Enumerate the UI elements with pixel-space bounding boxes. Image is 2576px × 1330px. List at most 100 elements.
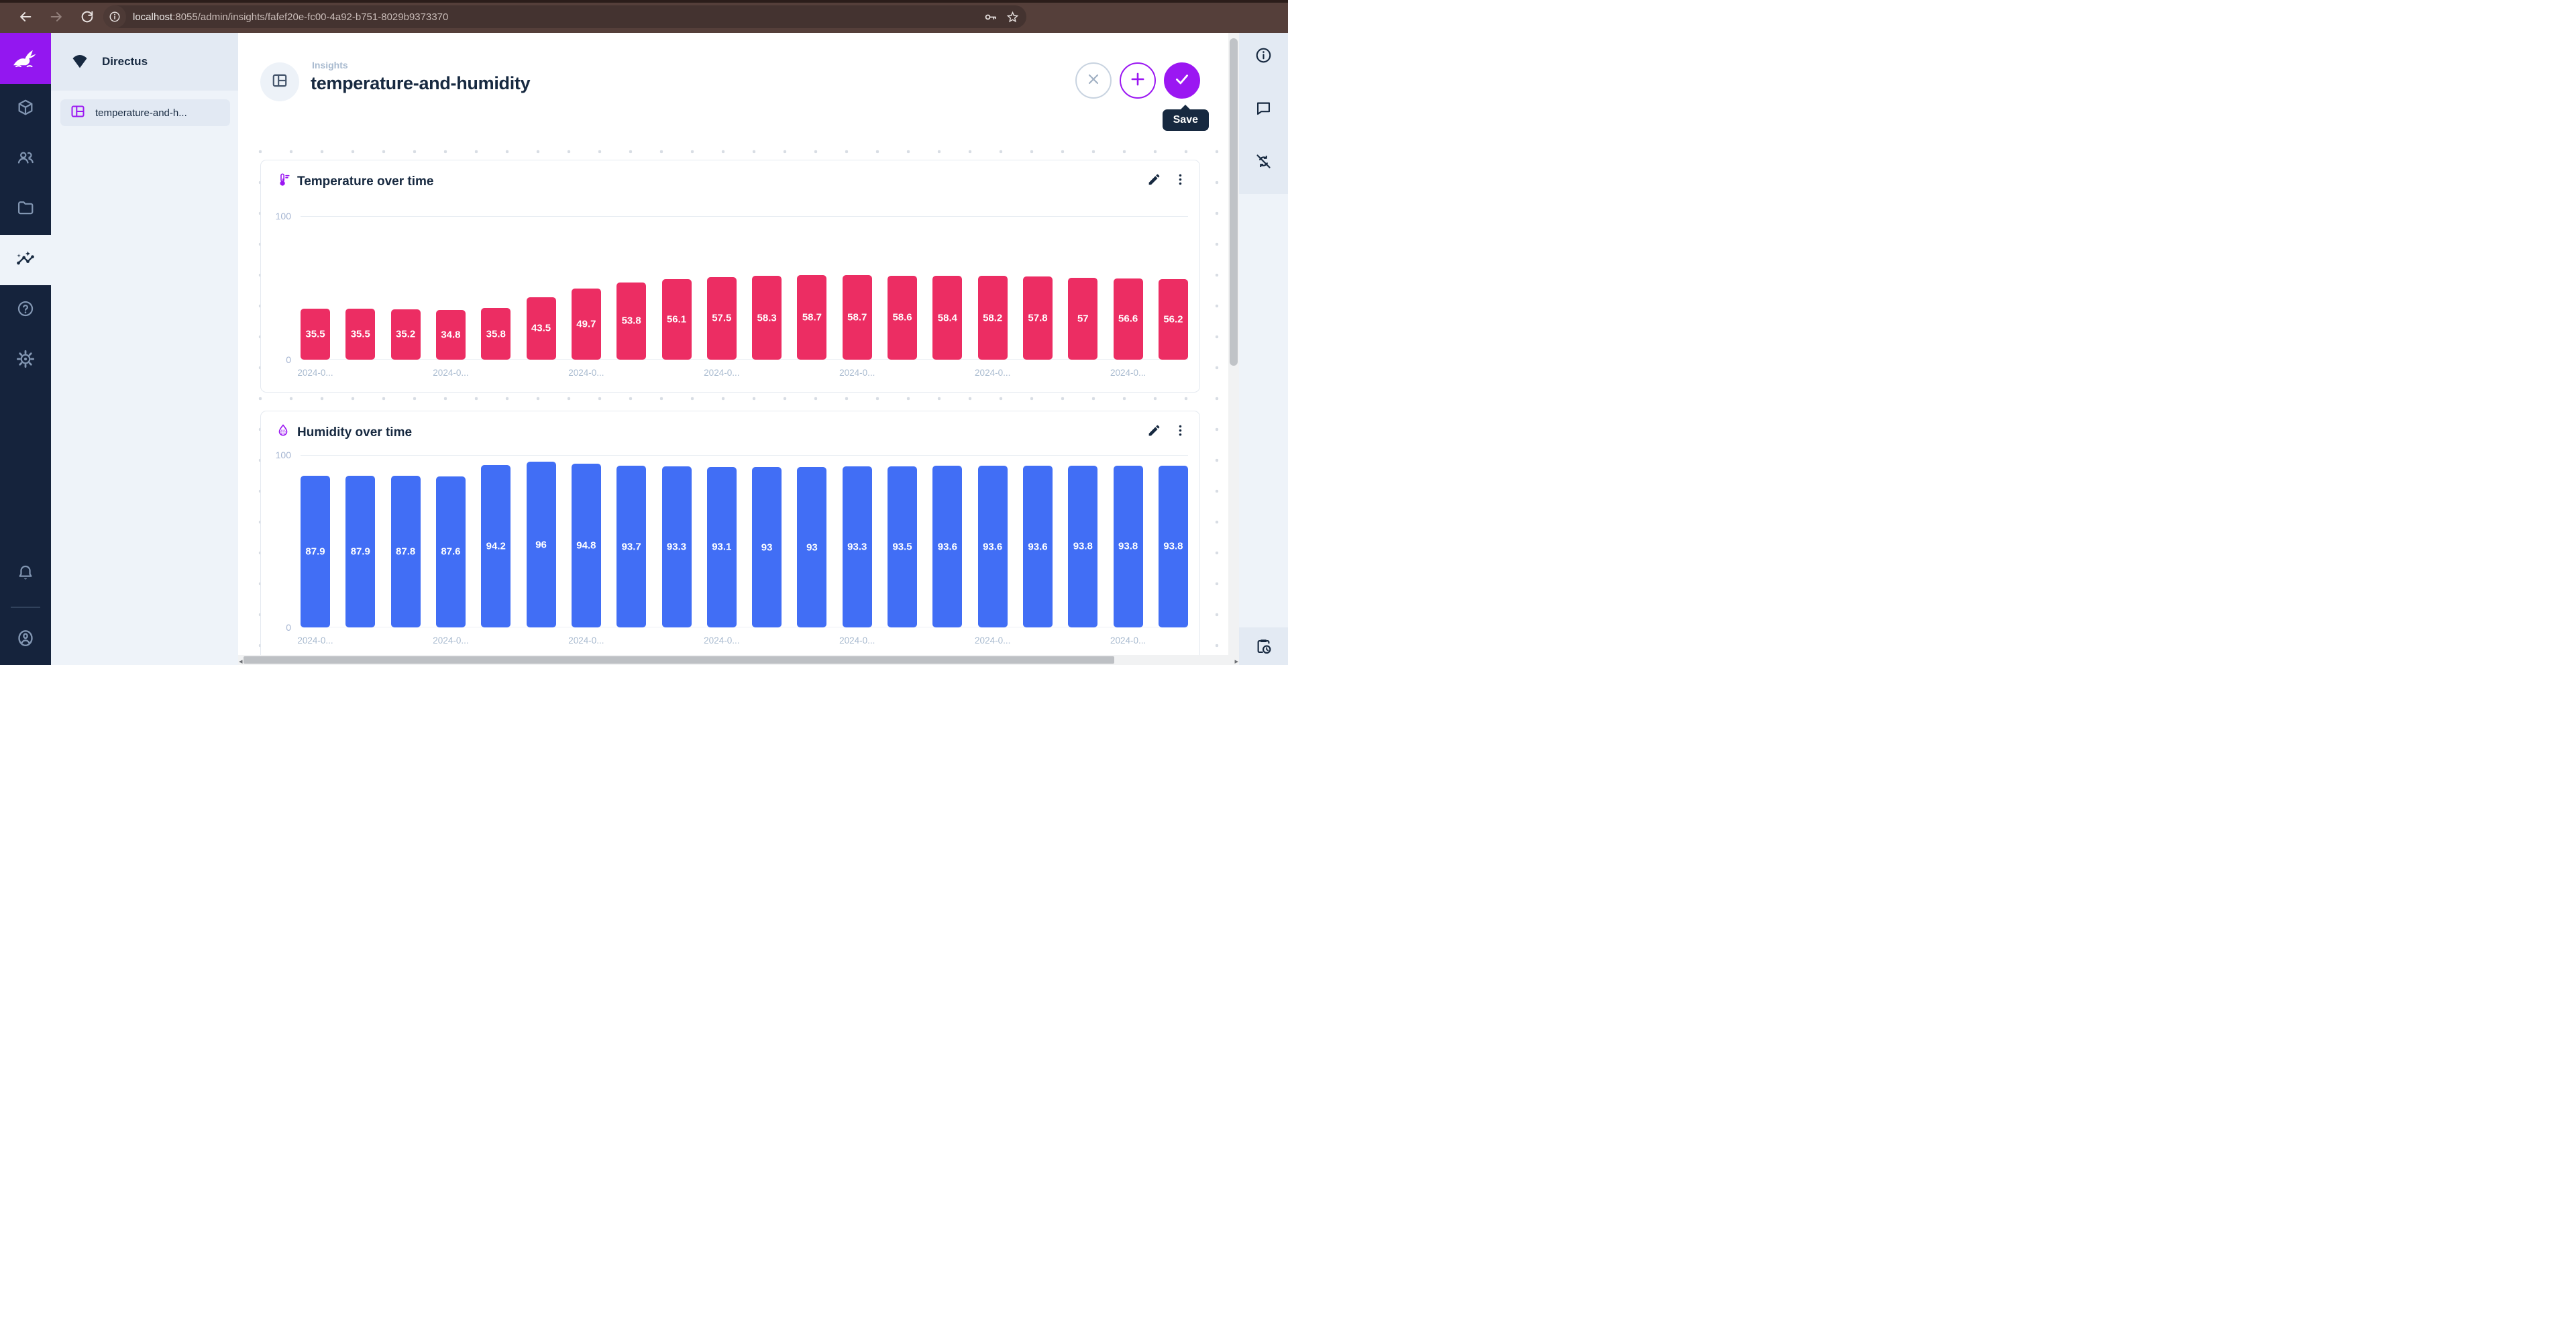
x-tick-label: 2024-0... (568, 635, 604, 646)
x-tick-label (1068, 368, 1097, 378)
forward-icon[interactable] (49, 9, 64, 24)
x-tick-label (1159, 635, 1188, 646)
screen: localhost:8055/admin/insights/fafef20e-f… (0, 0, 1288, 666)
x-tick-label (481, 635, 511, 646)
bar: 93.6 (977, 466, 1008, 627)
pending-actions-icon[interactable] (1254, 637, 1273, 656)
bar: 93.6 (1023, 466, 1053, 627)
x-tick-label: 2024-0... (1110, 635, 1146, 646)
x-tick-label (616, 368, 646, 378)
sidebar-item-content[interactable] (0, 84, 51, 134)
sync-disabled-icon[interactable] (1254, 152, 1273, 170)
pencil-icon[interactable] (1147, 423, 1161, 441)
project-shield-icon (70, 50, 90, 74)
kebab-icon[interactable] (1173, 172, 1187, 190)
sidebar-item-users[interactable] (0, 134, 51, 185)
vertical-scrollbar-thumb[interactable] (1230, 38, 1238, 366)
bar-value-label: 87.9 (350, 546, 370, 558)
bar-value-label: 93.8 (1163, 540, 1183, 552)
project-header[interactable]: Directus (51, 33, 238, 91)
cancel-button[interactable] (1075, 62, 1112, 99)
y-axis-tick: 0 (286, 354, 291, 365)
bar-value-label: 93.1 (712, 541, 732, 553)
x-axis-line (301, 359, 1188, 360)
x-tick-label (616, 635, 646, 646)
dashboard-header-button[interactable] (260, 62, 299, 101)
sidebar-item-insights[interactable] (0, 235, 51, 285)
info-icon[interactable] (1254, 46, 1273, 64)
gridline (301, 216, 1188, 217)
bar-value-label: 35.5 (350, 328, 370, 340)
x-tick-label (345, 368, 375, 378)
bar: 35.8 (481, 308, 511, 360)
kebab-icon[interactable] (1173, 423, 1187, 441)
bar-value-label: 35.5 (305, 328, 325, 340)
bar: 93.6 (932, 466, 963, 627)
temperature-panel: Temperature over time 100 0 (260, 160, 1200, 393)
panel-title: Humidity over time (297, 425, 413, 440)
x-tick-label: 2024-0... (704, 635, 740, 646)
x-tick-label (1023, 635, 1053, 646)
back-icon[interactable] (18, 9, 33, 24)
x-tick-label: 2024-0... (975, 635, 1011, 646)
panel-title: Temperature over time (297, 174, 434, 189)
x-tick-label (1159, 368, 1188, 378)
x-tick-label: 2024-0... (1110, 368, 1146, 378)
horizontal-scrollbar-thumb[interactable] (244, 656, 1114, 664)
add-panel-button[interactable] (1120, 62, 1156, 99)
right-sidebar-footer (1239, 627, 1288, 665)
settings-module-icon (16, 350, 35, 372)
sidebar-item-dashboard[interactable]: temperature-and-h... (60, 99, 230, 126)
refresh-icon[interactable] (80, 9, 95, 24)
dashboard-icon (271, 72, 288, 93)
scroll-left-icon[interactable]: ◂ (239, 658, 243, 666)
scroll-right-icon[interactable]: ▸ (1234, 658, 1238, 666)
x-tick-label: 2024-0... (297, 635, 333, 646)
x-tick-label (797, 368, 826, 378)
bar-value-label: 58.6 (892, 311, 912, 323)
url-bar[interactable]: localhost:8055/admin/insights/fafef20e-f… (103, 5, 1026, 28)
breadcrumb[interactable]: Insights (312, 60, 348, 70)
x-axis-labels: 2024-0... 2024-0... 2024-0... 2024-0... 2024… (297, 368, 1188, 378)
bar-value-label: 57.8 (1028, 312, 1048, 324)
x-tick-label (932, 368, 962, 378)
bar-value-label: 58.3 (757, 312, 777, 324)
directus-logo[interactable] (0, 33, 51, 84)
bar-value-label: 49.7 (576, 318, 596, 330)
x-tick-label (527, 635, 556, 646)
sidebar-item-settings[interactable] (0, 336, 51, 386)
bar: 93.8 (1068, 465, 1098, 627)
bars-container: 35.5 35.5 35.2 34.8 35.8 43.5 49.7 53.8 56.1 57.5… (301, 216, 1188, 360)
star-icon[interactable] (1006, 10, 1020, 24)
bar-value-label: 93.6 (937, 541, 957, 553)
app-frame: Directus temperature-and-h... Insights t… (0, 33, 1288, 666)
bar: 93.8 (1113, 465, 1143, 627)
notifications-button[interactable] (0, 550, 51, 600)
bar-value-label: 43.5 (531, 322, 551, 334)
bar-value-label: 93.3 (847, 541, 867, 553)
bar-value-label: 87.9 (305, 546, 325, 558)
bar: 57.5 (706, 276, 737, 360)
bar-value-label: 93.5 (892, 541, 912, 553)
x-tick-label: 2024-0... (433, 368, 469, 378)
key-icon[interactable] (983, 10, 998, 24)
vertical-scrollbar[interactable] (1228, 33, 1239, 655)
users-module-icon (16, 148, 35, 170)
bar-value-label: 58.2 (983, 312, 1003, 324)
x-tick-label (932, 635, 962, 646)
user-menu-button[interactable] (0, 615, 51, 665)
site-info-icon[interactable] (103, 5, 126, 28)
url-text: localhost:8055/admin/insights/fafef20e-f… (133, 11, 449, 23)
save-button[interactable] (1164, 62, 1200, 99)
sidebar-item-files[interactable] (0, 185, 51, 235)
bar-value-label: 87.8 (396, 546, 416, 558)
horizontal-scrollbar[interactable]: ◂ ▸ (238, 655, 1239, 666)
comment-icon[interactable] (1254, 99, 1273, 117)
pencil-icon[interactable] (1147, 172, 1161, 190)
sidebar-item-docs[interactable] (0, 285, 51, 336)
module-bar (0, 33, 51, 665)
bar: 58.6 (888, 275, 918, 360)
bar: 94.2 (481, 464, 511, 627)
main-content: Insights temperature-and-humidity (238, 33, 1228, 655)
x-tick-label: 2024-0... (975, 368, 1011, 378)
